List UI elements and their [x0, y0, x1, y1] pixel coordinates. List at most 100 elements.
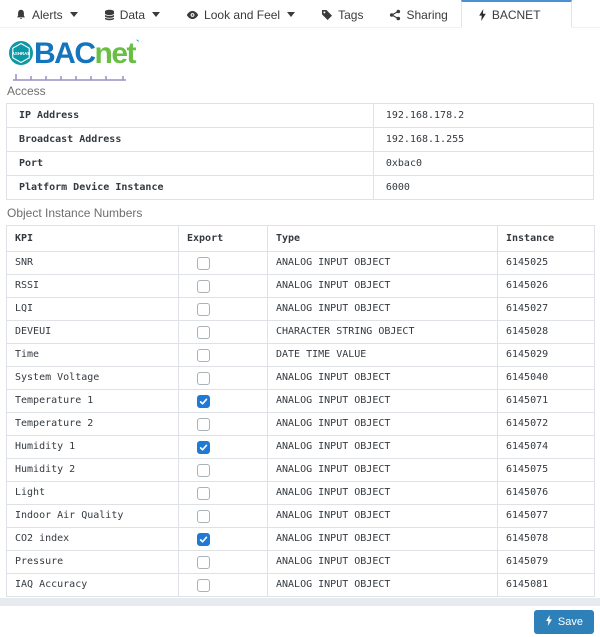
type-cell: ANALOG INPUT OBJECT: [267, 412, 498, 436]
object-table-header-row: KPI Export Type Instance: [6, 225, 595, 252]
export-checkbox[interactable]: [197, 578, 210, 592]
access-row-value: 6000: [372, 175, 595, 200]
type-cell: ANALOG INPUT OBJECT: [267, 389, 498, 413]
tag-icon: [321, 9, 333, 21]
type-cell: ANALOG INPUT OBJECT: [267, 481, 498, 505]
export-checkbox[interactable]: [197, 417, 210, 431]
object-row: Humidity 2 ANALOG INPUT OBJECT 6145075: [6, 458, 595, 482]
tab-look-and-feel[interactable]: Look and Feel: [173, 0, 308, 27]
tab-data[interactable]: Data: [91, 0, 173, 27]
bolt-icon: [545, 615, 553, 629]
access-row-value: 192.168.1.255: [372, 127, 595, 152]
tab-bar: Alerts Data Look and Feel Tags Sharing B…: [0, 0, 600, 28]
kpi-cell: LQI: [6, 297, 179, 321]
type-cell: ANALOG INPUT OBJECT: [267, 458, 498, 482]
object-row: CO2 index ANALOG INPUT OBJECT 6145078: [6, 527, 595, 551]
kpi-cell: Temperature 2: [6, 412, 179, 436]
access-row-value: 0xbac0: [372, 151, 595, 176]
network-bus-graphic: [12, 69, 128, 87]
object-row: Temperature 1 ANALOG INPUT OBJECT 6145071: [6, 389, 595, 413]
instance-cell: 6145029: [497, 343, 595, 367]
export-checkbox[interactable]: [197, 440, 210, 454]
kpi-cell: SNR: [6, 251, 179, 275]
export-cell: [178, 573, 268, 597]
access-row: IP Address 192.168.178.2: [6, 103, 595, 128]
instance-cell: 6145078: [497, 527, 595, 551]
export-cell: [178, 320, 268, 344]
object-row: Pressure ANALOG INPUT OBJECT 6145079: [6, 550, 595, 574]
chevron-down-icon: [287, 12, 296, 17]
export-checkbox[interactable]: [197, 302, 210, 316]
access-table-body: IP Address 192.168.178.2 Broadcast Address…: [6, 103, 595, 200]
export-cell: [178, 343, 268, 367]
tab-alerts[interactable]: Alerts: [2, 0, 91, 27]
instance-cell: 6145040: [497, 366, 595, 390]
kpi-cell: Humidity 2: [6, 458, 179, 482]
database-icon: [104, 9, 115, 21]
object-instance-table: KPI Export Type Instance SNR ANALOG INPUT…: [6, 225, 595, 597]
kpi-cell: Humidity 1: [6, 435, 179, 459]
access-row-label: Platform Device Instance: [6, 175, 374, 200]
type-cell: ANALOG INPUT OBJECT: [267, 297, 498, 321]
tab-bacnet[interactable]: BACNET: [460, 0, 572, 28]
instance-cell: 6145072: [497, 412, 595, 436]
export-checkbox[interactable]: [197, 532, 210, 546]
kpi-cell: CO2 index: [6, 527, 179, 551]
bell-icon: [15, 9, 27, 21]
export-checkbox[interactable]: [197, 279, 210, 293]
instance-cell: 6145079: [497, 550, 595, 574]
export-checkbox[interactable]: [197, 555, 210, 569]
export-cell: [178, 481, 268, 505]
export-checkbox[interactable]: [197, 463, 210, 477]
column-header-type: Type: [267, 225, 498, 252]
export-cell: [178, 527, 268, 551]
tab-label: Alerts: [32, 7, 63, 22]
ashrae-badge-icon: ASHRAE: [8, 40, 34, 71]
object-row: LQI ANALOG INPUT OBJECT 6145027: [6, 297, 595, 321]
access-row-label: Broadcast Address: [6, 127, 374, 152]
share-icon: [389, 9, 401, 21]
chevron-down-icon: [152, 12, 161, 17]
bolt-icon: [478, 8, 487, 21]
type-cell: ANALOG INPUT OBJECT: [267, 251, 498, 275]
export-checkbox[interactable]: [197, 394, 210, 408]
export-checkbox[interactable]: [197, 348, 210, 362]
tab-sharing[interactable]: Sharing: [376, 0, 460, 27]
instance-cell: 6145028: [497, 320, 595, 344]
object-row: System Voltage ANALOG INPUT OBJECT 6145040: [6, 366, 595, 390]
save-button[interactable]: Save: [533, 610, 594, 634]
type-cell: ANALOG INPUT OBJECT: [267, 504, 498, 528]
type-cell: ANALOG INPUT OBJECT: [267, 550, 498, 574]
save-button-label: Save: [557, 616, 583, 628]
type-cell: ANALOG INPUT OBJECT: [267, 573, 498, 597]
export-cell: [178, 274, 268, 298]
instance-cell: 6145081: [497, 573, 595, 597]
export-checkbox[interactable]: [197, 371, 210, 385]
export-checkbox[interactable]: [197, 325, 210, 339]
access-row-value: 192.168.178.2: [372, 103, 595, 128]
column-header-export: Export: [178, 225, 268, 252]
tab-label: Look and Feel: [204, 7, 281, 22]
tab-tags[interactable]: Tags: [308, 0, 376, 27]
export-cell: [178, 504, 268, 528]
export-checkbox[interactable]: [197, 486, 210, 500]
access-table: IP Address 192.168.178.2 Broadcast Address…: [6, 103, 595, 200]
type-cell: ANALOG INPUT OBJECT: [267, 435, 498, 459]
object-row: Indoor Air Quality ANALOG INPUT OBJECT 614…: [6, 504, 595, 528]
export-cell: [178, 458, 268, 482]
export-cell: [178, 550, 268, 574]
export-cell: [178, 389, 268, 413]
object-row: IAQ Accuracy ANALOG INPUT OBJECT 6145081: [6, 573, 595, 597]
kpi-cell: System Voltage: [6, 366, 179, 390]
brand-text-bac: BAC: [34, 37, 96, 70]
chevron-down-icon: [69, 12, 78, 17]
export-checkbox[interactable]: [197, 256, 210, 270]
column-header-instance: Instance: [497, 225, 595, 252]
object-row: Temperature 2 ANALOG INPUT OBJECT 6145072: [6, 412, 595, 436]
object-row: DEVEUI CHARACTER STRING OBJECT 6145028: [6, 320, 595, 344]
instance-cell: 6145076: [497, 481, 595, 505]
export-checkbox[interactable]: [197, 509, 210, 523]
instance-cell: 6145075: [497, 458, 595, 482]
kpi-cell: DEVEUI: [6, 320, 179, 344]
